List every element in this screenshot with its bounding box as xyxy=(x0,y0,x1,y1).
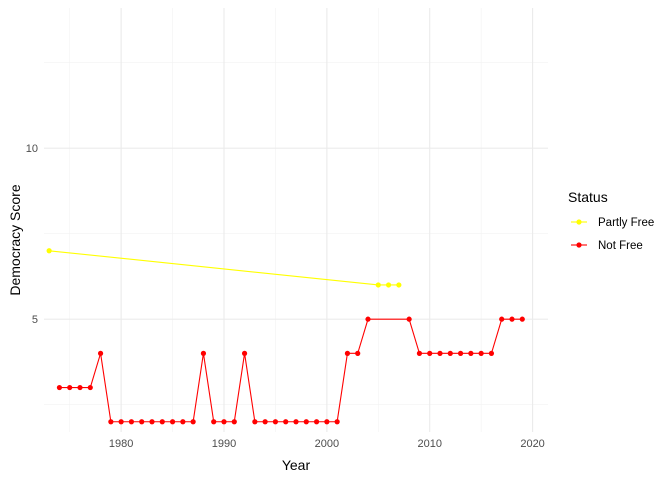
data-point-not-free xyxy=(67,384,73,391)
data-point-not-free xyxy=(180,419,186,425)
legend-key-point xyxy=(576,242,582,248)
legend-title: Status xyxy=(568,189,608,205)
data-point-not-free xyxy=(241,350,248,356)
data-point-not-free xyxy=(437,350,443,356)
data-point-not-free xyxy=(283,419,289,425)
data-point-not-free xyxy=(200,350,207,356)
data-point-not-free xyxy=(87,384,93,391)
data-point-not-free xyxy=(252,419,258,425)
legend-key-point xyxy=(576,219,582,225)
data-point-not-free xyxy=(355,350,361,356)
legend-items: Partly Free Not Free xyxy=(571,217,654,252)
data-point-not-free xyxy=(365,316,371,322)
data-point-not-free xyxy=(118,419,124,425)
data-point-not-free xyxy=(221,419,227,425)
series-partly-free xyxy=(46,248,402,288)
data-point-not-free xyxy=(468,350,474,356)
y-tick-label: 10 xyxy=(26,143,38,155)
data-point-not-free xyxy=(334,419,340,425)
data-point-not-free xyxy=(499,316,505,322)
grid xyxy=(44,8,548,432)
data-point-not-free xyxy=(478,350,484,356)
y-tick-label: 5 xyxy=(32,314,38,326)
x-tick-label: 2020 xyxy=(520,438,544,450)
data-point-not-free xyxy=(344,350,351,356)
legend-label: Not Free xyxy=(598,240,643,252)
data-point-not-free xyxy=(293,419,299,425)
data-point-not-free xyxy=(231,419,237,425)
data-point-not-free xyxy=(77,384,83,391)
series-line-partly-free xyxy=(49,250,399,286)
data-point-not-free xyxy=(427,350,433,356)
data-point-not-free xyxy=(169,419,176,425)
series-line-not-free xyxy=(59,318,523,423)
x-tick-label: 1990 xyxy=(212,438,236,450)
x-tick-label: 2000 xyxy=(315,438,339,450)
data-point-partly-free xyxy=(375,282,381,288)
data-point-partly-free xyxy=(385,282,392,288)
x-tick-label: 2010 xyxy=(417,438,441,450)
legend: Status Partly Free Not Free xyxy=(568,189,654,252)
data-point-not-free xyxy=(190,419,196,425)
series-not-free xyxy=(56,316,525,425)
data-point-partly-free xyxy=(396,282,402,288)
data-point-not-free xyxy=(303,419,309,425)
data-point-partly-free xyxy=(46,248,52,254)
series-lines xyxy=(46,248,525,425)
data-point-not-free xyxy=(416,350,423,356)
data-point-not-free xyxy=(406,316,412,322)
data-point-not-free xyxy=(128,419,135,425)
data-point-not-free xyxy=(97,350,104,356)
data-point-not-free xyxy=(139,419,145,425)
x-axis-title: Year xyxy=(282,457,311,473)
data-point-not-free xyxy=(509,316,515,322)
data-point-not-free xyxy=(56,384,63,391)
data-point-not-free xyxy=(519,316,525,322)
data-point-not-free xyxy=(447,350,453,356)
data-point-not-free xyxy=(313,419,320,425)
y-axis-ticks: 5 10 xyxy=(26,143,38,326)
legend-item-partly-free: Partly Free xyxy=(571,217,654,229)
data-point-not-free xyxy=(457,350,464,356)
data-point-not-free xyxy=(211,419,217,425)
data-point-not-free xyxy=(324,419,330,425)
legend-label: Partly Free xyxy=(598,217,654,229)
data-point-not-free xyxy=(108,419,114,425)
x-tick-label: 1980 xyxy=(109,438,133,450)
data-point-not-free xyxy=(272,419,279,425)
y-axis-title: Democracy Score xyxy=(7,184,23,295)
x-axis-ticks: 1980 1990 2000 2010 2020 xyxy=(109,438,545,450)
data-point-not-free xyxy=(149,419,155,425)
data-point-not-free xyxy=(262,419,268,425)
legend-item-not-free: Not Free xyxy=(571,240,643,252)
data-point-not-free xyxy=(488,350,495,356)
data-point-not-free xyxy=(159,419,165,425)
